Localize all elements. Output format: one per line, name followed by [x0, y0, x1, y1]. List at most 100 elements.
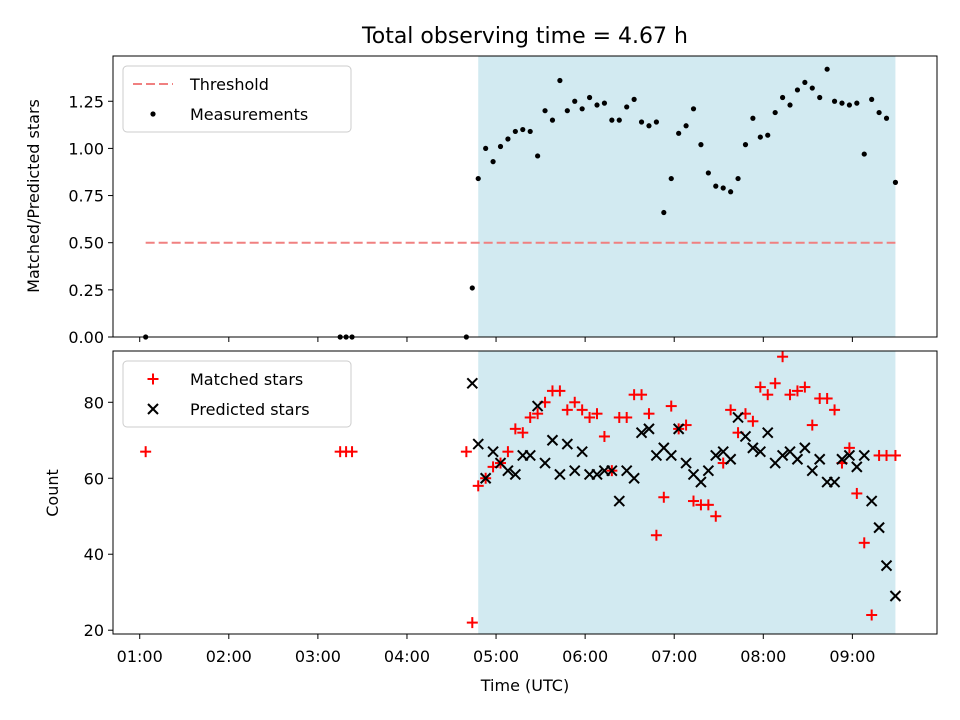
matched-star-point	[665, 400, 677, 412]
predicted-star-point	[591, 468, 603, 481]
measurement-point	[483, 145, 489, 152]
measurement-point	[490, 159, 496, 165]
bottom-y-axis-label: Count	[43, 469, 62, 517]
predicted-star-point	[576, 445, 588, 458]
measurement-point	[661, 209, 667, 216]
y-tick-label: 1.25	[68, 92, 104, 111]
measurement-point	[728, 189, 734, 195]
y-tick-label: 20	[84, 621, 104, 640]
measurement-point	[572, 98, 578, 104]
matched-star-point	[799, 381, 811, 393]
predicted-star-point	[880, 559, 893, 572]
predicted-star-point	[806, 464, 818, 477]
matched-star-point	[561, 404, 573, 416]
predicted-star-point	[799, 442, 811, 454]
x-axis-label: Time (UTC)	[480, 676, 569, 695]
matched-star-point	[576, 404, 588, 416]
matched-star-point	[791, 385, 803, 397]
matched-star-point	[650, 529, 662, 541]
measurement-point	[779, 94, 786, 101]
predicted-star-point	[732, 411, 744, 424]
measurement-point	[892, 179, 899, 185]
legend-box	[122, 65, 352, 133]
measurement-point	[469, 285, 475, 291]
predicted-star-point	[754, 445, 767, 458]
measurement-point	[817, 94, 823, 101]
measurement-point	[787, 102, 793, 108]
measurement-point	[794, 87, 801, 93]
matched-star-point	[821, 392, 833, 404]
measurement-point	[690, 106, 697, 112]
matched-star-point	[829, 404, 841, 416]
measurement-point	[861, 151, 867, 157]
observing-window-shade	[478, 351, 896, 634]
legend-label: Measurements	[190, 105, 308, 124]
chart-title: Total observing time = 4.67 h	[361, 24, 688, 49]
matched-star-point	[889, 449, 901, 461]
x-tick-label: 08:00	[740, 647, 786, 666]
x-tick-label: 01:00	[117, 647, 163, 666]
matched-star-point	[584, 411, 596, 423]
measurement-point	[676, 130, 682, 136]
matched-star-point	[346, 446, 358, 458]
measurement-point	[876, 109, 882, 116]
matched-star-point	[762, 389, 774, 401]
measurement-point	[638, 119, 645, 125]
y-tick-label: 0.00	[68, 328, 104, 347]
measurement-point	[705, 170, 711, 176]
predicted-star-point	[569, 464, 581, 477]
matched-star-point	[591, 408, 603, 420]
legend-swatch	[147, 373, 159, 385]
measurement-point	[579, 106, 585, 112]
y-tick-label: 0.75	[68, 187, 104, 206]
measurement-point	[594, 102, 600, 108]
matched-star-point	[472, 480, 484, 492]
measurement-point	[653, 119, 659, 125]
top-legend: Threshold Measurements	[122, 65, 352, 133]
matched-star-point	[702, 499, 714, 511]
measurement-point	[557, 77, 563, 84]
predicted-star-point	[466, 377, 479, 389]
measurement-point	[586, 94, 593, 101]
measurement-point	[527, 128, 533, 135]
predicted-star-point	[487, 445, 499, 458]
y-tick-label: 0.25	[68, 281, 104, 300]
bottom-plot-marks	[140, 351, 902, 629]
predicted-star-point	[509, 468, 522, 481]
predicted-star-point	[724, 453, 737, 465]
y-tick-label: 1.00	[68, 139, 104, 158]
measurement-point	[616, 117, 622, 123]
top-y-ticks: 0.00 0.25 0.50 0.75 1.00 1.25	[68, 92, 113, 347]
predicted-star-point	[791, 453, 804, 465]
predicted-star-point	[613, 495, 625, 507]
measurement-point	[757, 134, 763, 140]
predicted-star-point	[524, 449, 536, 462]
predicted-star-point	[865, 495, 878, 507]
measurement-point	[846, 102, 853, 108]
measurement-point	[824, 66, 830, 72]
predicted-star-point	[554, 468, 566, 481]
measurement-point	[564, 108, 570, 114]
matched-star-point	[658, 491, 670, 503]
predicted-star-point	[472, 438, 484, 450]
measurement-point	[512, 128, 518, 135]
observing-window-shade	[478, 56, 896, 337]
measurement-point	[683, 123, 689, 129]
measurement-point	[475, 175, 481, 182]
top-plot-marks	[143, 66, 899, 340]
predicted-star-point	[606, 464, 618, 477]
measurement-point	[520, 126, 526, 133]
predicted-star-point	[873, 521, 885, 534]
predicted-star-point	[635, 426, 648, 439]
legend-swatch	[150, 111, 156, 117]
matched-star-point	[636, 389, 648, 401]
x-tick-label: 02:00	[206, 647, 252, 666]
matched-star-point	[598, 430, 610, 442]
predicted-star-point	[814, 453, 826, 465]
measurement-point	[668, 175, 674, 182]
top-y-axis-label: Matched/Predicted stars	[24, 99, 43, 293]
matched-star-point	[554, 385, 566, 397]
matched-star-point	[806, 419, 818, 431]
measurement-point	[869, 96, 875, 102]
